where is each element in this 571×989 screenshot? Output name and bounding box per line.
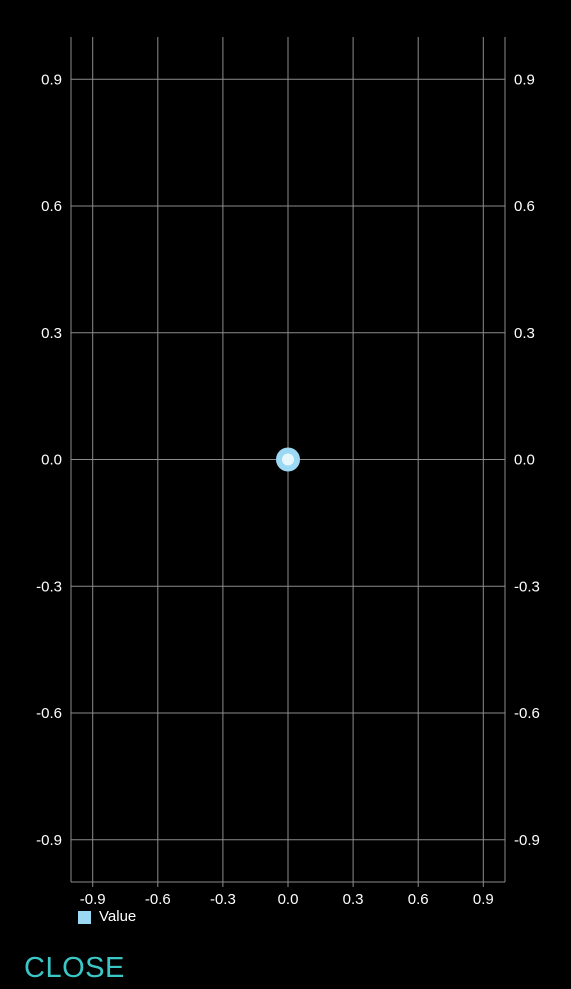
x-tick-label: -0.9 [80,891,106,908]
x-tick-label: 0.3 [343,891,364,908]
legend-label: Value [99,908,137,925]
y-tick-label-right: 0.3 [514,325,535,342]
legend-swatch [78,910,91,924]
x-tick-label: 0.0 [278,891,299,908]
y-tick-label-left: -0.3 [36,578,62,595]
y-tick-label-right: -0.6 [514,705,540,722]
y-tick-label-left: -0.6 [36,705,62,722]
y-tick-label-left: 0.3 [41,325,62,342]
data-points [276,447,300,472]
y-tick-label-right: 0.0 [514,452,535,469]
x-tick-label: 0.6 [408,891,429,908]
scatter-chart: -0.9 -0.6 -0.3 0.0 0.3 0.6 0.9 0.90.60.30.0-0.… [36,37,540,908]
y-tick-label-left: 0.9 [41,71,62,88]
grid-lines [71,37,505,882]
y-axis-left-ticks: 0.9 0.6 0.3 0.0 -0.3 -0.6 -0.9 [36,71,62,849]
y-tick-label-left: 0.0 [41,452,62,469]
y-tick-label-right: -0.3 [514,578,540,595]
y-tick-label-right: 0.9 [514,71,535,88]
legend: Value [78,908,136,926]
data-point-center [282,453,294,466]
y-tick-label-left: -0.9 [36,832,62,849]
x-tick-label: -0.3 [210,891,236,908]
x-tick-label: -0.6 [145,891,171,908]
x-tick-label: 0.9 [473,891,494,908]
y-tick-label-right: -0.9 [514,832,540,849]
y-tick-label-right: 0.6 [514,198,535,215]
plot-frame [70,37,506,887]
y-tick-label-left: 0.6 [41,198,62,215]
y-axis-right-ticks: 0.9 0.6 0.3 0.0 -0.3 -0.6 -0.9 [514,71,540,849]
close-button[interactable]: CLOSE [24,952,125,984]
x-axis-ticks: -0.9 -0.6 -0.3 0.0 0.3 0.6 0.9 [80,891,494,908]
